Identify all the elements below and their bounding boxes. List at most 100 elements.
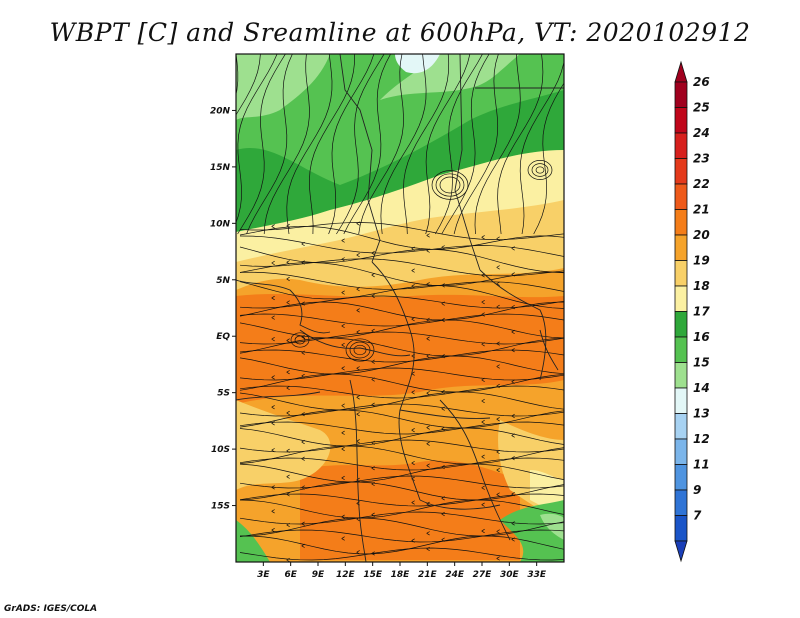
streamline-arrow — [286, 385, 290, 391]
colorbar-swatch — [674, 413, 688, 440]
streamline — [380, 54, 428, 235]
streamline-arrow — [441, 245, 445, 250]
streamline — [239, 493, 564, 507]
streamline-arrow — [411, 317, 415, 322]
lon-tick-label: 27E — [473, 570, 493, 580]
colorbar-swatch — [674, 158, 688, 185]
lat-tick-label: 5N — [216, 276, 230, 286]
streamline-arrow — [271, 421, 275, 426]
streamline-arrow — [441, 537, 445, 542]
lon-tick-label: 21E — [418, 570, 438, 580]
streamline-arrow — [511, 246, 515, 251]
streamline — [239, 421, 564, 435]
streamline-arrow — [481, 300, 485, 305]
streamline — [239, 225, 564, 250]
streamline-arrow — [511, 521, 515, 526]
streamline-arrow — [301, 485, 305, 490]
border-line — [236, 391, 321, 401]
colorbar-swatch — [674, 285, 688, 312]
streamline — [403, 54, 450, 235]
streamline-arrow — [341, 290, 345, 295]
field-lightorange-south — [236, 400, 331, 490]
streamline-arrow — [411, 268, 415, 273]
lon-tick-label: 30E — [500, 570, 520, 580]
streamline — [239, 281, 564, 309]
colorbar-swatch — [674, 362, 688, 389]
field-lightgreen-southeast — [540, 513, 564, 540]
streamline-arrow — [356, 439, 360, 444]
streamline-arrow — [271, 224, 275, 229]
border-line — [299, 329, 411, 357]
colorbar-top-arrow — [674, 60, 688, 83]
streamline — [239, 547, 564, 561]
border-line — [479, 269, 547, 381]
streamlines — [236, 54, 564, 562]
colorbar-swatch — [674, 234, 688, 261]
streamline — [239, 313, 564, 327]
streamline — [237, 54, 286, 235]
streamline-arrow — [341, 366, 345, 371]
lat-tick-label: 15N — [210, 163, 231, 173]
streamline-arrow — [481, 528, 485, 534]
streamline-arrow — [426, 233, 430, 238]
colorbar-swatch — [674, 387, 688, 414]
streamline-arrow — [511, 329, 515, 335]
streamline-arrow — [511, 413, 515, 419]
streamline-arrow — [426, 336, 430, 341]
border-line — [349, 379, 367, 562]
streamline — [345, 338, 375, 362]
lon-tick-label: 15E — [363, 570, 383, 580]
lon-tick-label: 24E — [445, 570, 465, 580]
streamline — [328, 54, 375, 235]
streamline-arrow — [426, 248, 430, 253]
colorbar: 26 25 24 23 22 21 20 19 18 17 16 15 14 13 12 11 9 7 — [674, 60, 710, 563]
streamline-arrow — [481, 377, 485, 382]
streamline — [239, 511, 564, 525]
streamline — [474, 54, 524, 235]
colorbar-label: 14 — [693, 381, 710, 395]
streamline-arrow — [411, 500, 415, 505]
border-line — [399, 409, 491, 419]
streamline-arrow — [426, 353, 430, 359]
streamline-arrow — [481, 235, 485, 240]
streamline-arrow — [496, 467, 500, 473]
streamline-arrow — [496, 341, 500, 346]
streamline-arrow — [371, 293, 375, 299]
streamline-arrow — [496, 383, 500, 389]
streamline — [239, 475, 564, 489]
streamline-arrow — [301, 350, 305, 355]
streamline — [239, 301, 564, 321]
border-line — [454, 54, 481, 271]
lat-tick-label: 10N — [210, 219, 231, 229]
streamline — [434, 54, 483, 235]
streamline — [239, 439, 564, 453]
streamline — [246, 54, 300, 235]
streamline-arrow — [511, 456, 515, 461]
streamline-arrow — [481, 502, 485, 507]
lat-tick-label: 15S — [211, 502, 230, 512]
lon-tick-label: 18E — [391, 570, 411, 580]
colorbar-swatch — [674, 260, 688, 287]
colorbar-swatch — [674, 132, 688, 159]
streamline-arrow — [426, 441, 430, 446]
streamline — [239, 499, 564, 519]
streamline-arrow — [271, 448, 275, 453]
streamline — [531, 163, 549, 177]
streamline — [435, 173, 465, 197]
streamline — [239, 409, 564, 429]
colorbar-swatch — [674, 81, 688, 108]
streamline-arrow — [496, 236, 500, 241]
streamline-arrow — [411, 460, 415, 466]
lon-tick-label: 9E — [312, 570, 325, 580]
streamline-arrow — [341, 238, 345, 243]
lat-tick-label: 10S — [211, 445, 230, 455]
streamline-arrow — [496, 364, 500, 369]
streamline — [519, 54, 564, 235]
streamline-arrow — [511, 272, 515, 277]
streamline-arrow — [356, 287, 360, 292]
colorbar-label: 19 — [693, 254, 710, 268]
streamline-arrow — [301, 334, 305, 340]
streamline — [239, 367, 564, 381]
streamline-arrow — [496, 529, 500, 534]
